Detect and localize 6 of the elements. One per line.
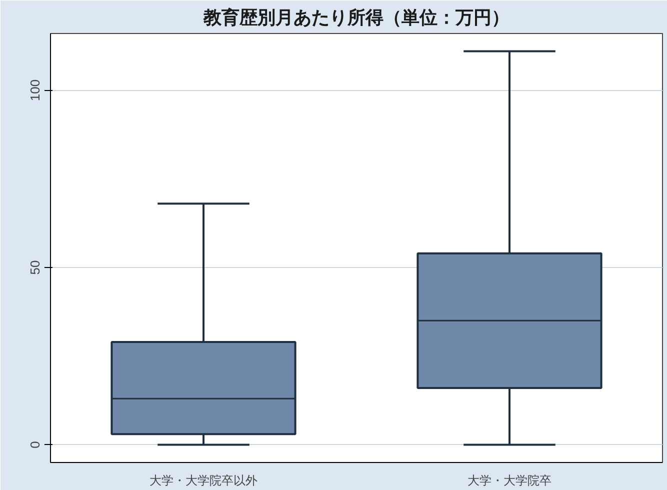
chart-title: 教育歴別月あたり所得（単位：万円） (202, 6, 510, 28)
x-tick-label: 大学・大学院卒以外 (150, 474, 258, 488)
y-tick-label: 0 (28, 441, 42, 448)
y-tick-label: 50 (28, 260, 42, 275)
y-tick-label: 100 (28, 79, 42, 102)
x-tick-label: 大学・大学院卒 (468, 474, 552, 488)
